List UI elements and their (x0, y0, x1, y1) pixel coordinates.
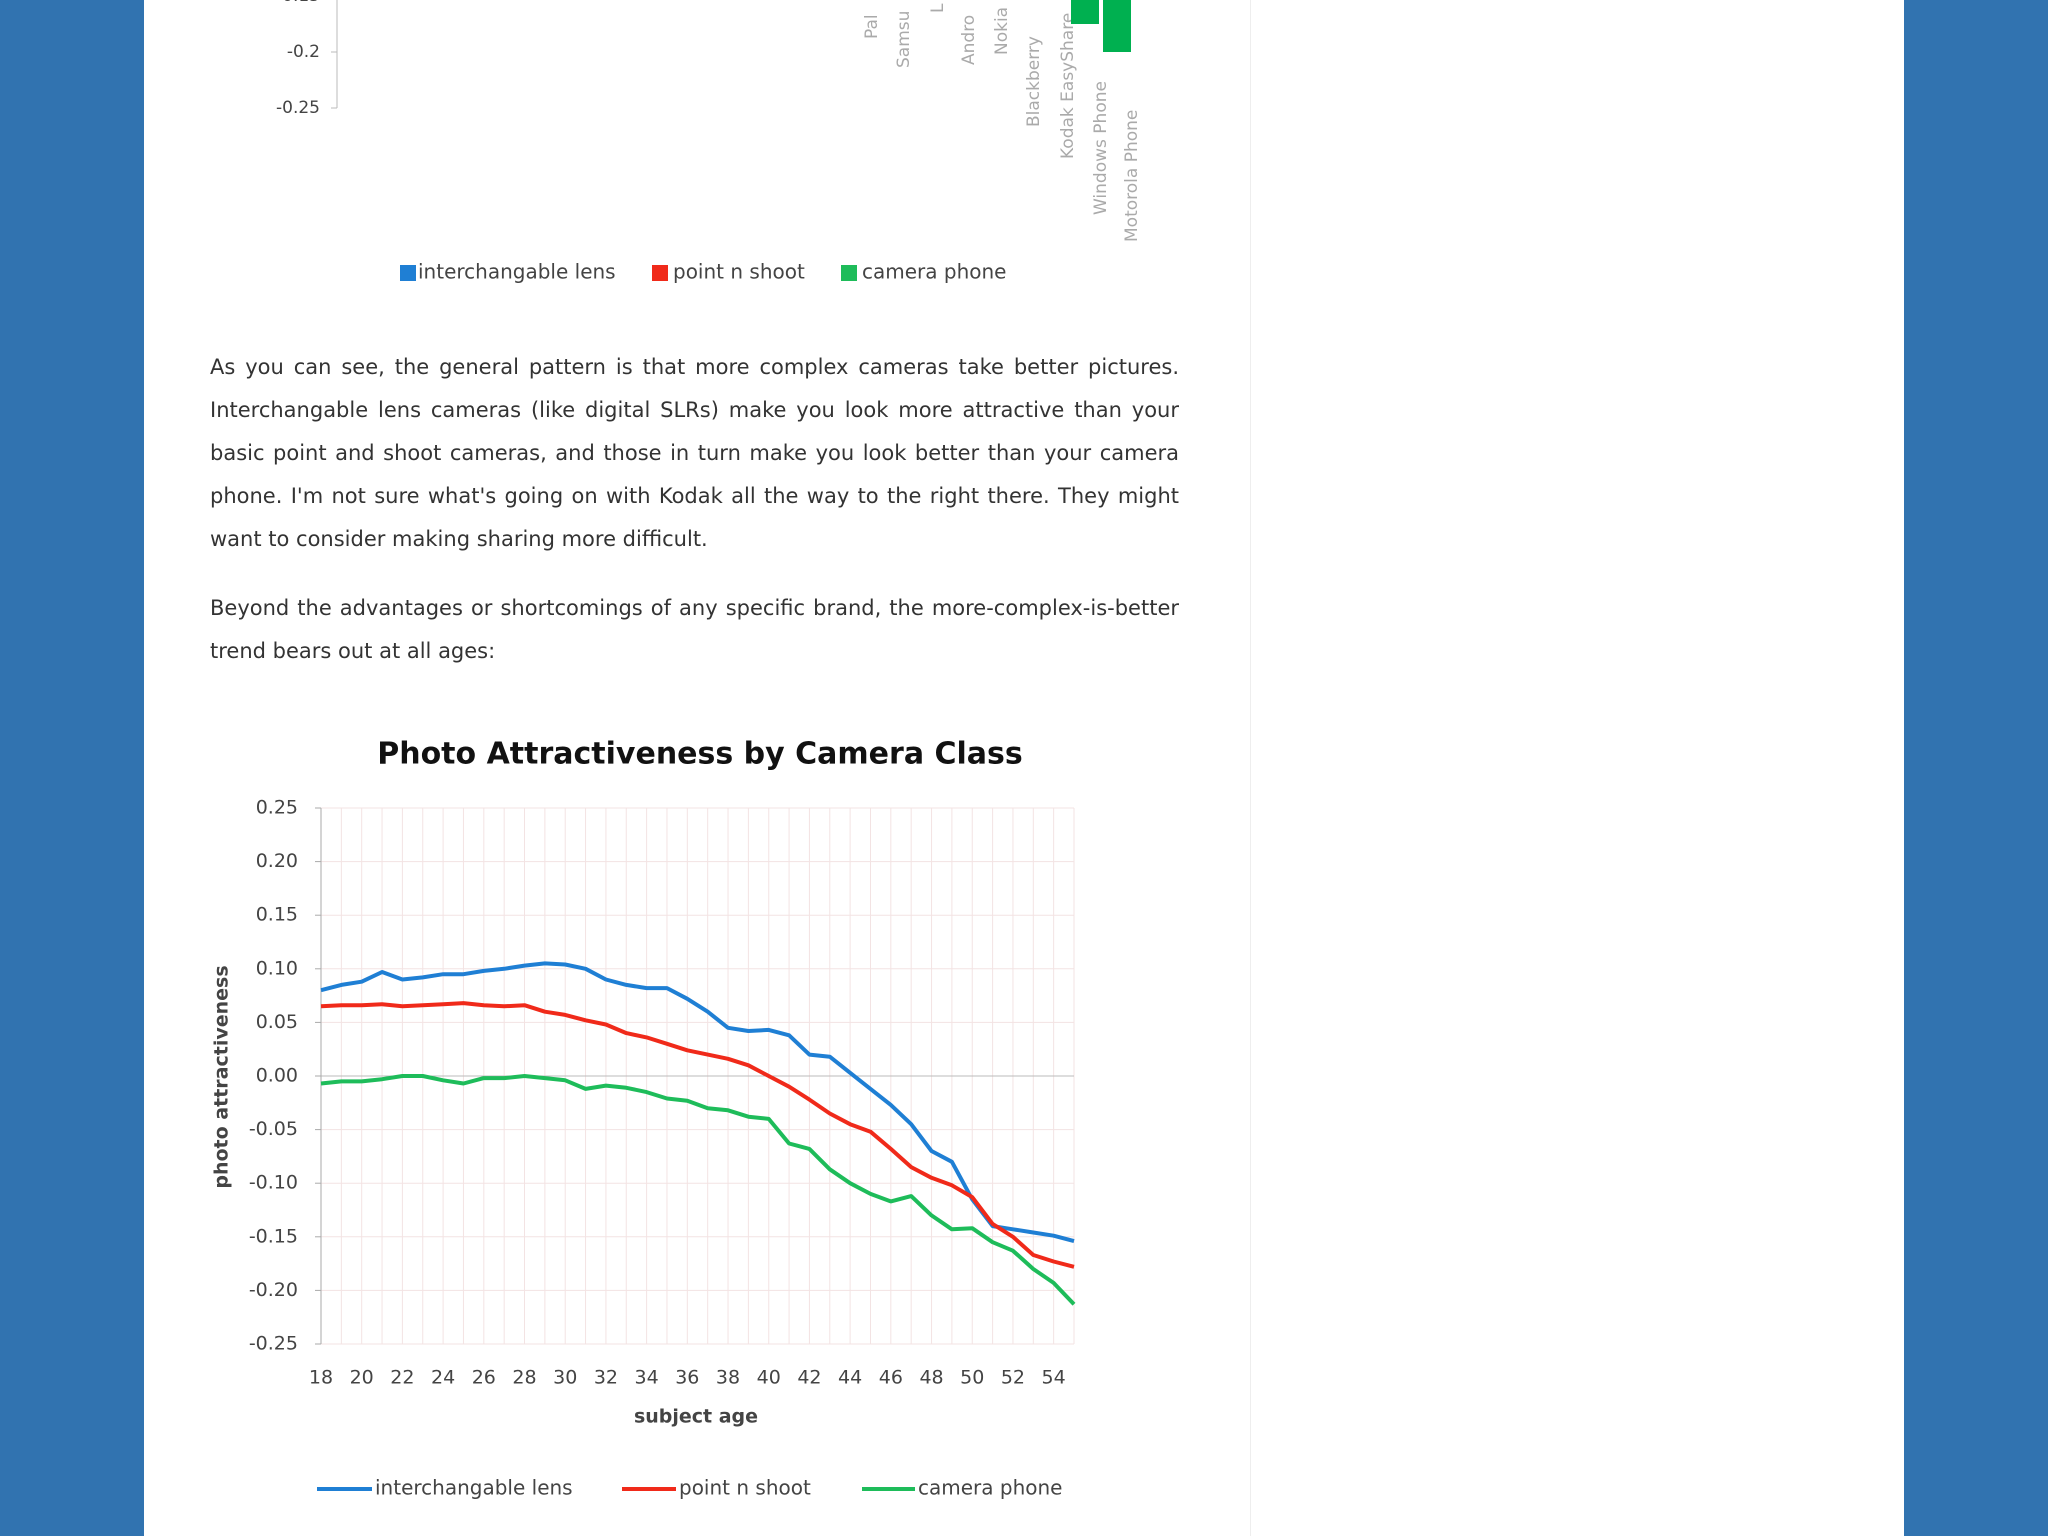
x-tick-label: 24 (431, 1367, 455, 1389)
x-tick-label: L (928, 3, 948, 13)
x-tick-label: 22 (390, 1367, 414, 1389)
x-tick-label: Windows Phone (1091, 81, 1111, 215)
bar (1103, 0, 1131, 52)
y-tick-label: -0.25 (249, 1333, 298, 1355)
x-tick-label: Pal (862, 14, 882, 39)
x-tick-label: 54 (1042, 1367, 1066, 1389)
y-tick-label: 0.25 (256, 797, 298, 819)
x-tick-label: Nokia (992, 7, 1012, 55)
legend-label: interchangable lens (418, 260, 616, 284)
y-tick-label: 0.20 (256, 850, 298, 872)
legend-label: camera phone (862, 260, 1006, 284)
y-tick-label: -0.2 (287, 42, 320, 62)
legend-swatch (400, 265, 416, 281)
series-line (320, 961, 1075, 1244)
legend-label: interchangable lens (375, 1476, 573, 1500)
series-line (320, 1074, 1076, 1306)
x-axis-label: subject age (634, 1406, 758, 1428)
y-tick-label: 0.05 (256, 1011, 298, 1033)
x-tick-label: 40 (757, 1367, 781, 1389)
x-tick-label: 38 (716, 1367, 740, 1389)
y-axis-label: photo attractiveness (211, 965, 233, 1188)
legend-swatch (841, 265, 857, 281)
bar (1071, 0, 1099, 24)
x-tick-label: 50 (960, 1367, 984, 1389)
x-tick-label: 42 (797, 1367, 821, 1389)
y-tick-label: -0.25 (276, 98, 320, 118)
x-tick-label: 28 (512, 1367, 536, 1389)
y-tick-label: 0.10 (256, 957, 298, 979)
page (144, 0, 1904, 1536)
y-tick-label: -0.15 (276, 0, 320, 6)
chart-title: Photo Attractiveness by Camera Class (377, 737, 1023, 772)
x-tick-label: Kodak EasyShare (1058, 13, 1078, 159)
y-tick-label: -0.05 (249, 1118, 298, 1140)
y-tick-label: 0.15 (256, 904, 298, 926)
x-tick-label: Andro (959, 15, 979, 65)
x-tick-label: Blackberry (1024, 36, 1044, 127)
x-tick-label: Samsu (894, 11, 914, 68)
sidebar-divider (1250, 0, 1251, 1536)
x-tick-label: 20 (350, 1367, 374, 1389)
y-tick-label: -0.10 (249, 1172, 298, 1194)
x-tick-label: 26 (472, 1367, 496, 1389)
x-tick-label: 18 (309, 1367, 333, 1389)
x-tick-label: 48 (919, 1367, 943, 1389)
y-tick-label: -0.20 (249, 1279, 298, 1301)
x-tick-label: Motorola Phone (1122, 110, 1142, 242)
legend-swatch (652, 265, 668, 281)
y-tick-label: 0.00 (256, 1065, 298, 1087)
x-tick-label: 52 (1001, 1367, 1025, 1389)
paragraph: Beyond the advantages or shortcomings of… (210, 596, 1179, 663)
x-tick-label: 44 (838, 1367, 862, 1389)
legend-label: point n shoot (673, 260, 805, 284)
x-tick-label: 36 (675, 1367, 699, 1389)
x-tick-label: 30 (553, 1367, 577, 1389)
x-tick-label: 32 (594, 1367, 618, 1389)
series-line (320, 1001, 1075, 1269)
x-tick-label: 34 (635, 1367, 659, 1389)
legend-label: point n shoot (679, 1476, 811, 1500)
legend-label: camera phone (918, 1476, 1062, 1500)
y-tick-label: -0.15 (249, 1225, 298, 1247)
paragraph: As you can see, the general pattern is t… (210, 355, 1179, 551)
x-tick-label: 46 (879, 1367, 903, 1389)
